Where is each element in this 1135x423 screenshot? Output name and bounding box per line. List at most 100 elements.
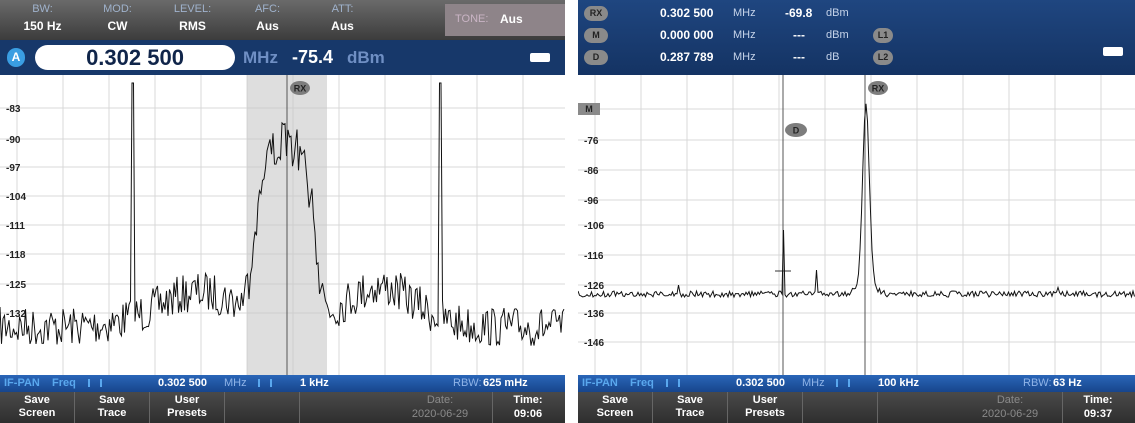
frequency-box: 0.302 500 [35, 45, 235, 70]
y-label: -86 [584, 166, 599, 177]
softkey-empty [225, 392, 300, 423]
line-badge: L1 [873, 28, 893, 43]
marker-badge: M [584, 28, 608, 43]
status-label: ATT: [331, 3, 354, 15]
freq-icon [88, 379, 102, 387]
status-label: TONE: [455, 13, 489, 25]
marker-badge [785, 123, 807, 137]
rbw: 63 Hz [1053, 377, 1082, 389]
status-value: Aus [256, 19, 279, 33]
marker-badge [290, 81, 310, 95]
time: 09:37 [1083, 408, 1113, 420]
softkey-label: User Presets [167, 394, 207, 419]
y-label: -76 [584, 136, 599, 147]
marker-badge [868, 81, 888, 95]
frequency-unit: MHz [243, 48, 278, 67]
status-label: AFC: [254, 3, 281, 15]
y-label: -106 [584, 221, 604, 232]
softkey[interactable]: Save Screen [578, 392, 653, 423]
freq-label: Freq [52, 377, 76, 389]
softkey[interactable]: Save Trace [75, 392, 150, 423]
status-item: LEVEL: RMS [155, 0, 230, 40]
date: 2020-06-29 [411, 408, 469, 420]
info-bar: IF-PAN Freq 0.302 500 MHz 100 kHz RBW: 63 Hz [578, 375, 1135, 392]
marker-frequency-unit: MHz [733, 51, 756, 63]
softkey-bar: Save Screen Save Trace User Presets Date: 20… [0, 392, 565, 423]
info-bar: IF-PAN Freq 0.302 500 MHz 1 kHz RBW: 625 mHz [0, 375, 565, 392]
right-panel: RX 0.302 500 MHz -69.8 dBm M 0.000 000 MHz --- dB… [578, 0, 1135, 423]
mode: IF-PAN [582, 377, 618, 389]
marker-label: RX [294, 84, 307, 94]
battery-icon [530, 53, 550, 62]
battery-icon [1103, 47, 1123, 56]
span-icon [258, 379, 272, 387]
status-item: AFC: Aus [230, 0, 305, 40]
freq-unit: MHz [224, 377, 247, 389]
freq: 0.302 500 [158, 377, 207, 389]
status-value: RMS [179, 19, 206, 33]
marker-frequency-unit: MHz [733, 7, 756, 19]
softkey[interactable]: User Presets [728, 392, 803, 423]
rbw: 625 mHz [483, 377, 528, 389]
frequency: 0.302 500 [86, 45, 184, 70]
status-value: Aus [331, 19, 354, 33]
softkey[interactable]: User Presets [150, 392, 225, 423]
spectrum-plot: -83 -90 -97 -104 -111 -118 -125 -132 RX [0, 75, 565, 375]
date-label: Date: [426, 394, 454, 406]
freq-unit: MHz [802, 377, 825, 389]
softkey-label: Save Trace [675, 394, 705, 419]
span: 1 kHz [300, 377, 329, 389]
y-label: -97 [6, 163, 21, 174]
softkey-bar: Save Screen Save Trace User Presets Date: 20… [578, 392, 1135, 423]
marker-header: RX 0.302 500 MHz -69.8 dBm M 0.000 000 MHz --- dB… [578, 0, 1135, 75]
status-label: MOD: [103, 3, 132, 15]
marker-label: D [793, 126, 800, 136]
y-label: -146 [584, 338, 604, 349]
softkey-label: Save Screen [18, 394, 56, 419]
softkey[interactable]: Save Screen [0, 392, 75, 423]
ref-marker: M [585, 104, 593, 114]
level: -75.4 [292, 47, 334, 67]
softkey-label: User Presets [745, 394, 785, 419]
y-label: -90 [6, 135, 21, 146]
marker-frequency: 0.287 789 [660, 50, 714, 64]
marker-level: --- [793, 28, 805, 42]
marker-level-unit: dB [826, 51, 840, 63]
y-label: -118 [6, 250, 26, 261]
level-unit: dBm [347, 48, 385, 67]
span: 100 kHz [878, 377, 919, 389]
time: 09:06 [513, 408, 543, 420]
marker-frequency-unit: MHz [733, 29, 756, 41]
date: 2020-06-29 [981, 408, 1039, 420]
marker-level-unit: dBm [826, 29, 849, 41]
date-label: Date: [996, 394, 1024, 406]
status-item: MOD: CW [80, 0, 155, 40]
marker-label: RX [872, 84, 885, 94]
rbw-label: RBW: [1023, 377, 1052, 389]
separator [1062, 392, 1063, 423]
y-label: -104 [6, 192, 26, 203]
y-label: -116 [584, 251, 604, 262]
marker-level: -69.8 [785, 6, 813, 20]
y-label: -96 [584, 196, 599, 207]
freq: 0.302 500 [736, 377, 785, 389]
y-label: -136 [584, 309, 604, 320]
marker-badge: RX [584, 6, 608, 21]
rbw-label: RBW: [453, 377, 482, 389]
softkey-empty [803, 392, 878, 423]
status-bar: BW: 150 Hz MOD: CW LEVEL: RMS AFC: Aus ATT: Aus TO… [0, 0, 565, 40]
y-label: -125 [6, 280, 26, 291]
status-item: ATT: Aus [305, 0, 380, 40]
y-label: -126 [584, 281, 604, 292]
softkey[interactable]: Save Trace [653, 392, 728, 423]
status-value: CW [107, 19, 128, 33]
y-label: -111 [6, 221, 25, 232]
y-label: -83 [6, 104, 21, 115]
marker-level: --- [793, 50, 805, 64]
marker-level-unit: dBm [826, 7, 849, 19]
ref-badge-bg [578, 103, 600, 115]
time-label: Time: [1083, 394, 1113, 406]
line-badge: L2 [873, 50, 893, 65]
